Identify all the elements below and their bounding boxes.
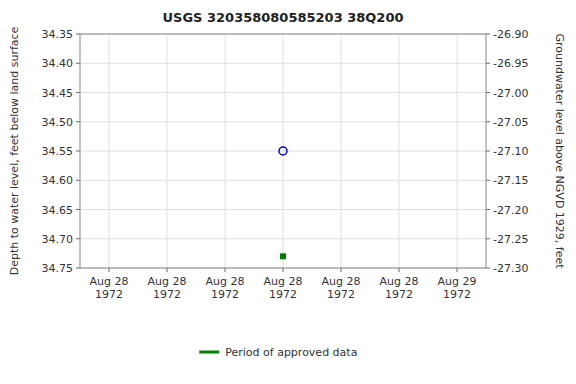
tick-label: -27.05: [493, 116, 528, 129]
grid-line: [457, 34, 458, 268]
tick-label: -27.30: [493, 262, 528, 275]
tick-label-line: Aug 28: [206, 275, 245, 288]
tick-label: -27.15: [493, 174, 528, 187]
tick-label-line: Aug 28: [90, 275, 129, 288]
grid-line: [283, 34, 284, 268]
tick-mark: [76, 151, 80, 152]
legend-swatch: [199, 351, 219, 354]
tick-label-line: 1972: [95, 288, 123, 301]
tick-label-line: Aug 28: [264, 275, 303, 288]
tick-mark: [486, 268, 490, 269]
grid-line: [167, 34, 168, 268]
tick-label-line: 1972: [269, 288, 297, 301]
tick-mark: [167, 268, 168, 272]
title: USGS 320358080585203 38Q200: [163, 10, 404, 25]
tick-mark: [486, 63, 490, 64]
tick-mark: [283, 268, 284, 272]
tick-mark: [457, 268, 458, 272]
tick-label: Aug 281972: [380, 275, 419, 301]
tick-label: 34.40: [42, 57, 74, 70]
tick-label-line: 1972: [385, 288, 413, 301]
tick-mark: [341, 268, 342, 272]
axis-label: Depth to water level, feet below land su…: [8, 26, 21, 275]
tick-mark: [486, 180, 490, 181]
grid-line: [109, 34, 110, 268]
tick-label-line: Aug 29: [438, 275, 477, 288]
grid-line: [399, 34, 400, 268]
legend: Period of approved data: [199, 346, 357, 359]
tick-mark: [76, 209, 80, 210]
tick-label: Aug 281972: [90, 275, 129, 301]
tick-label: 34.60: [42, 174, 74, 187]
tick-label: 34.35: [42, 28, 74, 41]
tick-label: -27.10: [493, 145, 528, 158]
tick-label: -26.95: [493, 57, 528, 70]
axis-label: Groundwater level above NGVD 1929, feet: [553, 33, 566, 269]
tick-mark: [109, 268, 110, 272]
tick-label-line: Aug 28: [322, 275, 361, 288]
grid-line: [341, 34, 342, 268]
tick-mark: [486, 209, 490, 210]
marks: [279, 147, 287, 259]
tick-mark: [399, 268, 400, 272]
tick-label: 34.65: [42, 204, 74, 217]
tick-mark: [76, 180, 80, 181]
tick-label: Aug 281972: [264, 275, 303, 301]
tick-label: 34.75: [42, 262, 74, 275]
tick-label: Aug 281972: [148, 275, 187, 301]
tick-mark: [486, 92, 490, 93]
plot-area: [80, 34, 486, 268]
tick-label-line: Aug 28: [148, 275, 187, 288]
tick-label-line: 1972: [211, 288, 239, 301]
tick-mark: [225, 268, 226, 272]
tick-mark: [76, 92, 80, 93]
tick-label-line: 1972: [443, 288, 471, 301]
tick-label: Aug 281972: [322, 275, 361, 301]
tick-mark: [486, 34, 490, 35]
tick-label: Aug 291972: [438, 275, 477, 301]
grid-line: [225, 34, 226, 268]
tick-label: -27.20: [493, 204, 528, 217]
point: [280, 253, 286, 259]
tick-mark: [76, 238, 80, 239]
tick-label-line: 1972: [327, 288, 355, 301]
tick-label: -27.00: [493, 87, 528, 100]
tick-label: -26.90: [493, 28, 528, 41]
tick-mark: [486, 151, 490, 152]
tick-label-line: Aug 28: [380, 275, 419, 288]
tick-mark: [76, 34, 80, 35]
plot-frame: [80, 34, 486, 268]
tick-mark: [486, 238, 490, 239]
tick-label: -27.25: [493, 233, 528, 246]
tick-mark: [76, 63, 80, 64]
tick-mark: [486, 121, 490, 122]
point: [279, 147, 287, 155]
tick-label: 34.70: [42, 233, 74, 246]
tick-mark: [76, 268, 80, 269]
tick-mark: [76, 121, 80, 122]
tick-label: 34.55: [42, 145, 74, 158]
legend-label: Period of approved data: [225, 346, 357, 359]
tick-label-line: 1972: [153, 288, 181, 301]
tick-label: 34.50: [42, 116, 74, 129]
tick-label: Aug 281972: [206, 275, 245, 301]
tick-label: 34.45: [42, 87, 74, 100]
